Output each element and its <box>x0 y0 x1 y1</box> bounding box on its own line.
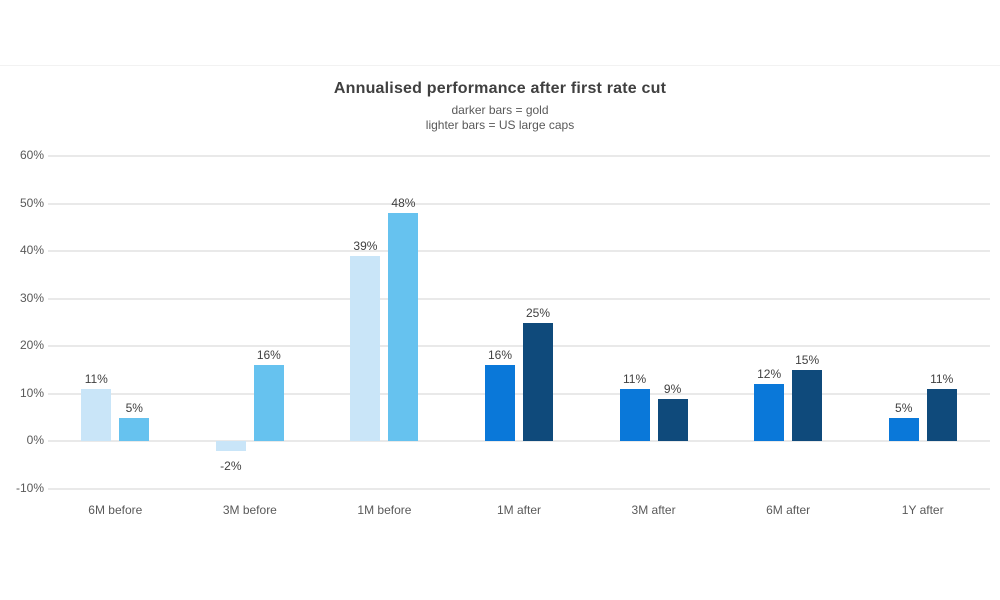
bar-gold-1m-before <box>388 213 419 442</box>
x-axis-category-label: 6M after <box>766 503 811 517</box>
bar-us-large-caps-3m-before <box>215 441 246 451</box>
bar-value-label: 9% <box>663 381 682 396</box>
gridline <box>48 250 990 253</box>
chart-title: Annualised performance after first rate … <box>333 80 667 97</box>
bar-gold-3m-after <box>657 398 688 442</box>
y-axis-tick-label: 30% <box>19 290 44 305</box>
chart-subtitle-darker-bars: darker bars = gold <box>451 103 549 117</box>
y-axis-tick-label: 40% <box>19 243 44 258</box>
bar-us-large-caps-1m-before <box>350 255 381 442</box>
x-axis-category-label: 3M before <box>222 503 277 517</box>
bar-value-label: 5% <box>895 400 913 415</box>
y-axis-tick-label: 10% <box>19 385 44 400</box>
bar-value-label: -2% <box>220 458 242 473</box>
x-axis-category-label: 6M before <box>88 503 143 517</box>
bar-value-label: 5% <box>125 400 143 415</box>
bar-us-large-caps-1y-after <box>888 417 919 442</box>
x-axis-category-label: 3M after <box>631 503 676 517</box>
bar-value-label: 48% <box>391 196 416 211</box>
gridline <box>48 297 990 300</box>
gridline <box>48 345 990 348</box>
y-axis-tick-label: 60% <box>19 148 44 162</box>
gridline <box>48 202 990 205</box>
bar-value-label: 11% <box>84 372 108 387</box>
y-axis-tick-label: 50% <box>19 195 44 210</box>
gridline <box>48 488 990 490</box>
bar-gold-6m-after <box>792 370 823 442</box>
bar-gold-6m-before <box>119 417 150 442</box>
bar-value-label: 39% <box>353 238 378 253</box>
top-separator-line <box>0 65 1000 66</box>
x-axis-category-label: 1M before <box>357 503 412 517</box>
gridline <box>48 155 990 157</box>
gridline <box>48 392 990 395</box>
bar-us-large-caps-1m-after <box>485 365 515 442</box>
bar-value-label: 11% <box>622 372 647 387</box>
bar-us-large-caps-6m-before <box>81 389 112 442</box>
bar-us-large-caps-3m-after <box>619 389 650 442</box>
bar-value-label: 11% <box>930 372 954 387</box>
x-axis-category-label: 1M after <box>496 503 541 517</box>
chart-subtitle-lighter-bars: lighter bars = US large caps <box>425 118 575 132</box>
x-axis-category-label: 1Y after <box>901 503 944 517</box>
bar-gold-1y-after <box>926 389 957 442</box>
bar-us-large-caps-6m-after <box>754 384 785 442</box>
y-axis-tick-label: -10% <box>15 481 44 495</box>
plot-area: 60% 50% 40% 30% 20% 10% 0% -10% 6M before 11% 5% 3M… <box>16 148 990 517</box>
bar-gold-3m-before <box>253 365 284 442</box>
bar-value-label: 15% <box>795 353 820 368</box>
bar-gold-1m-after <box>523 322 553 442</box>
y-axis-tick-label: 0% <box>26 433 44 448</box>
y-axis-tick-label: 20% <box>19 338 44 353</box>
gridline <box>48 440 990 443</box>
bar-value-label: 16% <box>256 348 281 363</box>
bar-value-label: 12% <box>757 367 782 382</box>
bar-value-label: 16% <box>487 348 513 363</box>
bar-value-label: 25% <box>525 305 551 320</box>
